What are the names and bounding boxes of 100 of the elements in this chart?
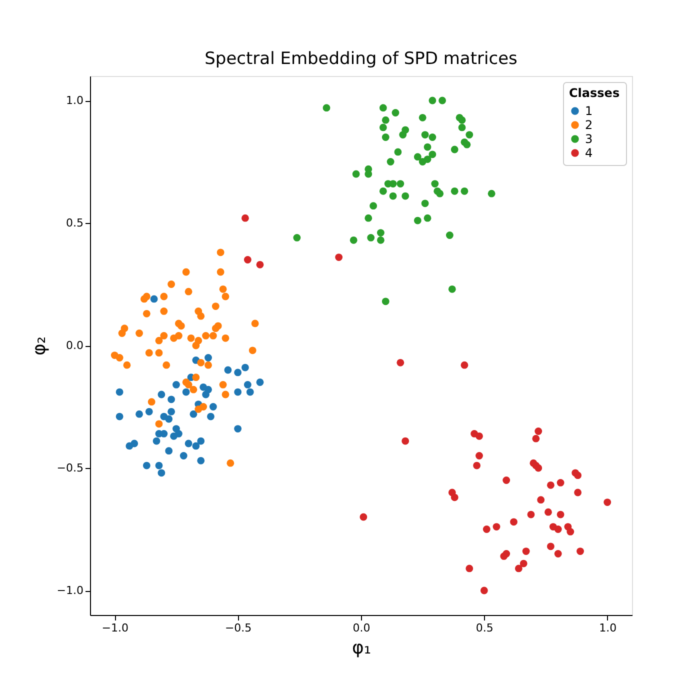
point: [219, 285, 227, 293]
point: [246, 388, 254, 396]
point: [370, 202, 378, 210]
point: [142, 292, 150, 300]
point: [222, 292, 230, 300]
point: [510, 518, 518, 526]
point: [207, 412, 214, 420]
point: [402, 126, 410, 134]
point: [414, 216, 422, 224]
x-tick-label: 0.0: [352, 622, 370, 634]
point: [197, 312, 205, 320]
point: [364, 165, 372, 173]
point: [424, 156, 432, 163]
point: [184, 440, 192, 448]
point: [431, 180, 439, 188]
point: [120, 324, 128, 332]
point: [556, 479, 564, 486]
point: [130, 440, 138, 448]
point: [251, 320, 259, 328]
y-tick-label: 0.0: [66, 339, 84, 352]
point: [438, 96, 446, 104]
point: [436, 190, 444, 198]
point: [527, 510, 535, 518]
point: [463, 140, 471, 148]
point: [322, 104, 330, 112]
point: [142, 310, 150, 318]
point: [402, 192, 410, 200]
point: [116, 412, 124, 420]
point: [450, 187, 458, 195]
point: [204, 361, 212, 369]
point: [234, 368, 242, 376]
point: [155, 462, 163, 470]
point: [244, 256, 252, 264]
point: [142, 462, 150, 470]
point: [394, 148, 402, 156]
x-tick-label: −0.5: [224, 622, 252, 634]
point: [152, 437, 160, 445]
point: [165, 447, 173, 455]
point: [172, 381, 180, 388]
point: [182, 388, 190, 396]
point: [428, 150, 436, 158]
point: [209, 403, 217, 410]
point: [158, 469, 166, 477]
point: [492, 523, 500, 530]
point: [418, 114, 426, 122]
point: [234, 388, 242, 396]
point: [402, 437, 410, 445]
point: [532, 434, 540, 442]
point: [136, 330, 143, 337]
point: [534, 428, 542, 435]
point: [224, 366, 232, 374]
point: [556, 510, 564, 518]
point: [396, 358, 404, 366]
point: [466, 131, 474, 138]
point: [446, 232, 454, 239]
point: [488, 190, 496, 198]
point: [379, 124, 387, 132]
point: [194, 336, 202, 344]
point: [116, 354, 124, 362]
point: [546, 481, 554, 489]
legend-label: 1: [585, 104, 593, 118]
legend-label: 3: [585, 132, 593, 146]
x-tick-label: 0.5: [476, 622, 494, 634]
point: [604, 498, 612, 506]
point: [379, 104, 387, 112]
point: [256, 378, 264, 386]
point: [168, 280, 176, 288]
point: [192, 442, 200, 450]
point: [458, 124, 466, 132]
point: [428, 96, 436, 104]
point: [544, 508, 552, 516]
point: [197, 456, 205, 464]
y-axis-title: φ₂: [28, 336, 50, 356]
point: [514, 564, 522, 572]
point: [537, 496, 545, 504]
point: [242, 364, 249, 372]
point: [458, 116, 466, 124]
point: [352, 170, 360, 178]
point: [234, 425, 242, 432]
point: [382, 298, 390, 306]
point: [574, 488, 582, 496]
point: [460, 361, 468, 369]
legend-label: 2: [585, 118, 593, 132]
point: [145, 349, 153, 357]
point: [476, 452, 483, 460]
point: [197, 358, 205, 366]
point: [350, 236, 358, 244]
point: [204, 354, 212, 362]
point: [566, 528, 574, 536]
point: [160, 308, 168, 315]
point: [180, 452, 188, 460]
point: [482, 526, 490, 533]
point: [160, 292, 168, 300]
point: [554, 550, 562, 558]
point: [136, 410, 143, 418]
point: [219, 381, 227, 388]
point: [187, 334, 195, 342]
point: [473, 462, 480, 470]
point: [204, 386, 212, 394]
point: [160, 332, 168, 340]
